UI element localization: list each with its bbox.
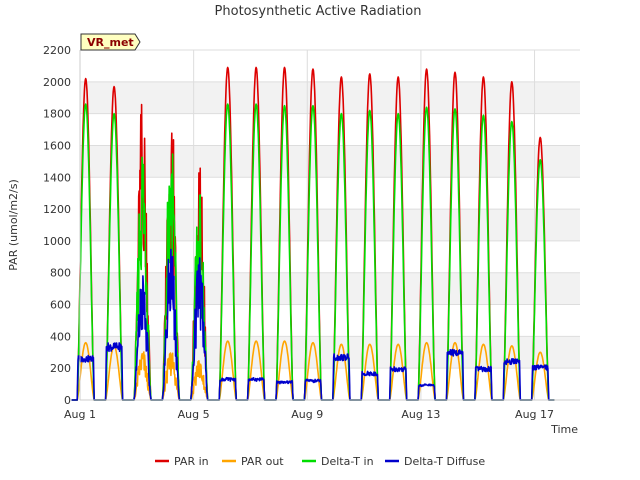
y-tick-label: 0	[64, 394, 71, 407]
y-axis-label: PAR (umol/m2/s)	[7, 179, 20, 271]
legend-label: PAR in	[174, 455, 209, 468]
y-tick-label: 200	[50, 362, 71, 375]
chart-title: Photosynthetic Active Radiation	[215, 4, 422, 19]
y-tick-label: 2200	[43, 44, 71, 57]
y-tick-label: 1400	[43, 171, 71, 184]
plot-band	[80, 145, 580, 178]
legend-label: PAR out	[241, 455, 284, 468]
y-tick-label: 1000	[43, 235, 71, 248]
legend-label: Delta-T Diffuse	[404, 455, 485, 468]
site-badge: VR_met	[80, 33, 141, 51]
x-axis-ticks: Aug 1 Aug 5 Aug 9 Aug 13 Aug 17	[64, 408, 554, 421]
y-tick-label: 800	[50, 267, 71, 280]
x-tick-label: Aug 1	[64, 408, 96, 421]
plot-band	[80, 209, 580, 241]
x-tick-label: Aug 9	[291, 408, 323, 421]
site-badge-label: VR_met	[87, 36, 134, 49]
legend: PAR in PAR out Delta-T in Delta-T Diffuse	[155, 455, 485, 468]
plot-band	[80, 272, 580, 305]
x-tick-label: Aug 13	[401, 408, 440, 421]
x-tick-label: Aug 17	[515, 408, 554, 421]
series-line-delta-t-in	[71, 103, 555, 401]
y-tick-label: 600	[50, 299, 71, 312]
y-tick-label: 1800	[43, 108, 71, 121]
plot-band	[80, 81, 580, 114]
y-tick-label: 1200	[43, 203, 71, 216]
y-tick-label: 1600	[43, 139, 71, 152]
x-axis-label: Time	[550, 423, 578, 436]
x-tick-label: Aug 5	[178, 408, 210, 421]
legend-label: Delta-T in	[321, 455, 374, 468]
y-tick-label: 2000	[43, 76, 71, 89]
series-lines	[71, 50, 580, 401]
y-axis-ticks: 0 200 400 600 800 1000 1200 1400 1600 1800 2000 220…	[43, 44, 71, 407]
y-tick-label: 400	[50, 330, 71, 343]
plot-area	[80, 50, 580, 400]
site-badge-box	[80, 33, 141, 51]
series-line-delta-t-diffuse	[71, 248, 555, 401]
